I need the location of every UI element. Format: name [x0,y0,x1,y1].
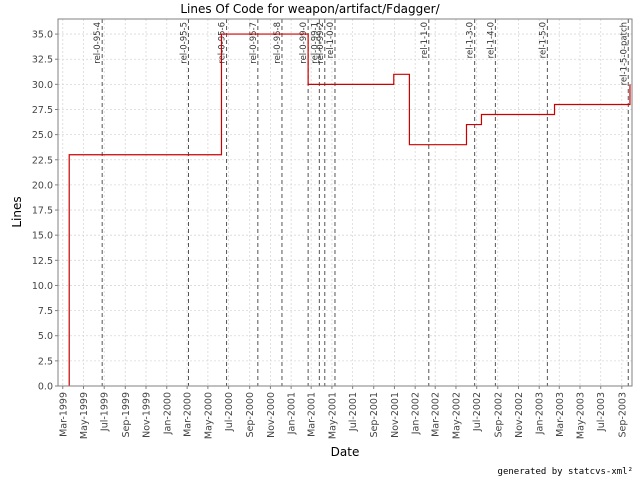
x-tick-label: Sep-1999 [121,392,132,438]
x-tick-label: Jul-1999 [100,392,111,432]
y-tick-label: 15.0 [32,231,53,242]
y-tick-label: 35.0 [32,30,53,41]
release-marker-label: rel-1-3-0 [466,22,476,58]
x-tick-label: Mar-2000 [183,392,194,437]
plot-frame [57,18,633,387]
y-tick-label: 5.0 [38,331,53,342]
x-tick-label: Nov-2002 [514,392,525,438]
x-tick-label: Jul-2003 [596,392,607,432]
y-tick-label: 10.0 [32,281,53,292]
x-tick-label: Mar-2002 [431,392,442,437]
y-tick-label: 20.0 [32,180,53,191]
release-marker-label: rel-0-95-6 [218,22,228,64]
release-marker-label: rel-0-95-7 [249,22,259,64]
x-tick-label: Jan-2002 [411,392,422,435]
axes: 0.0 2.5 5.0 7.5 10.0 12.5 15.0 17.5 20.0 22.5 25.0… [32,30,628,439]
release-marker-label: rel-0-95-8 [273,22,283,64]
x-tick-label: May-2001 [327,392,338,439]
x-tick-label: Jul-2000 [224,392,235,432]
x-tick-label: Sep-2000 [245,392,256,438]
release-marker-label: rel-1-4-0 [486,22,496,58]
release-marker-label: rel-0-95-4 [93,22,103,64]
x-tick-label: Jan-2000 [162,392,173,435]
release-marker-label: rel-0-95-5 [180,22,190,64]
y-tick-label: 30.0 [32,80,53,91]
x-tick-label: Jan-2003 [535,392,546,435]
x-tick-label: Sep-2003 [617,392,628,438]
x-axis-label: Date [331,445,360,459]
y-tick-label: 27.5 [32,105,53,116]
release-marker-label: rel-0-99-2 [316,22,326,64]
x-tick-label: Mar-2003 [555,392,566,437]
y-tick-label: 17.5 [32,206,53,217]
x-tick-label: May-2002 [451,392,462,439]
x-tick-label: Mar-1999 [58,392,69,437]
y-axis-label: Lines [10,196,24,227]
x-tick-label: Mar-2001 [307,392,318,437]
x-tick-label: Jul-2002 [472,392,483,432]
y-tick-label: 12.5 [32,256,53,267]
y-tick-label: 25.0 [32,130,53,141]
x-tick-label: May-2003 [576,392,587,439]
chart-title: Lines Of Code for weapon/artifact/Fdagge… [180,2,440,16]
y-tick-label: 7.5 [38,306,53,317]
series [68,33,631,386]
x-tick-label: Sep-2001 [369,392,380,438]
footer-credit: generated by statcvs-xml² [497,467,633,477]
y-tick-label: 22.5 [32,155,53,166]
release-marker-label: rel-1-1-0 [420,22,430,58]
release-marker-label: rel-0-99-0 [299,22,309,64]
x-tick-label: Jul-2001 [348,392,359,432]
release-marker-label: rel-1-0-0 [326,22,336,58]
x-tick-label: Nov-1999 [142,392,153,438]
x-tick-label: May-2000 [203,392,214,439]
release-markers: rel-0-95-4 rel-0-95-5 rel-0-95-6 rel-0-95-7… [93,19,629,386]
x-tick-label: Sep-2002 [493,392,504,438]
series-line [68,33,631,386]
release-marker-label: rel-1-5-0-patch [619,22,629,85]
x-tick-label: Nov-2000 [266,392,277,438]
release-marker-label: rel-0-99-1 [310,22,320,64]
y-tick-label: 32.5 [32,55,53,66]
y-tick-label: 0.0 [38,382,53,393]
release-marker-label: rel-1-5-0 [538,22,548,58]
x-tick-label: Jan-2001 [287,392,298,435]
grid [58,19,632,387]
y-tick-label: 2.5 [38,356,53,367]
x-tick-label: Nov-2001 [390,392,401,438]
x-tick-label: May-1999 [79,392,90,439]
